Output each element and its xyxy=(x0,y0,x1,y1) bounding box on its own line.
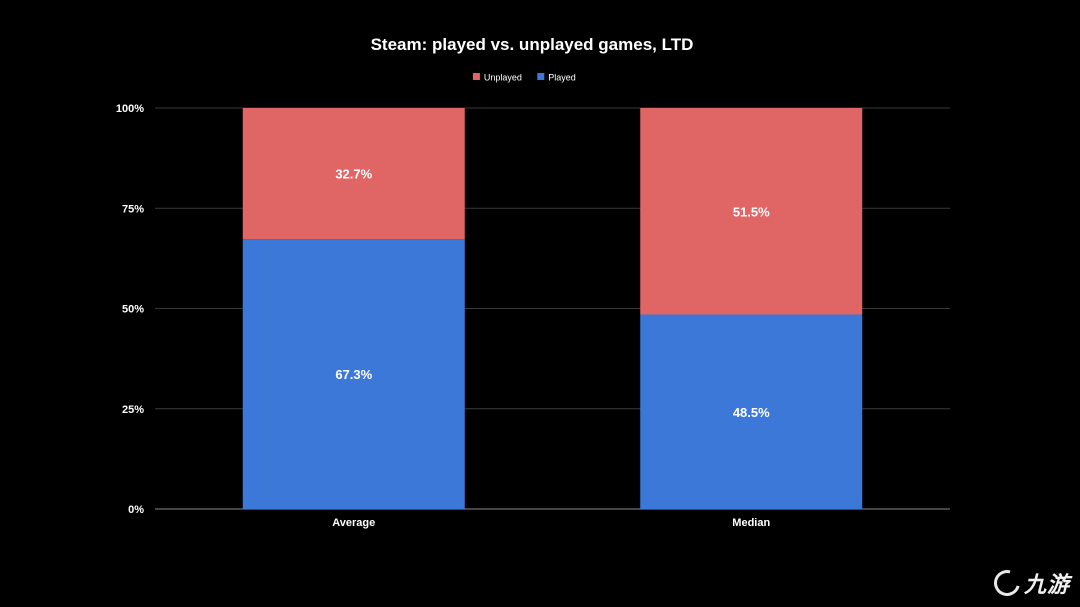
data-label: 48.5% xyxy=(733,405,770,420)
data-label: 67.3% xyxy=(335,367,372,382)
bars: 67.3% 32.7% 48.5% 51.5% xyxy=(242,108,863,509)
data-label: 51.5% xyxy=(733,204,770,219)
y-axis: 0% 25% 50% 75% 100% xyxy=(116,103,144,516)
legend-label-unplayed: Unplayed xyxy=(484,73,522,83)
legend-swatch-played xyxy=(537,73,545,80)
data-label: 32.7% xyxy=(335,167,372,182)
legend-label-played: Played xyxy=(548,73,576,83)
x-category-label: Average xyxy=(332,517,375,529)
x-axis: Average Median xyxy=(332,517,770,529)
bar-played-average xyxy=(242,239,465,509)
legend: Unplayed Played xyxy=(472,73,576,83)
y-tick-label: 75% xyxy=(122,203,144,215)
watermark-text: 九游 xyxy=(1023,573,1070,598)
chart-title: Steam: played vs. unplayed games, LTD xyxy=(371,35,694,54)
watermark-logo-icon xyxy=(989,565,1025,601)
y-tick-label: 25% xyxy=(122,404,144,416)
x-category-label: Median xyxy=(732,517,770,529)
y-tick-label: 50% xyxy=(122,304,144,316)
bar-played-median xyxy=(640,314,863,509)
y-tick-label: 100% xyxy=(116,103,144,115)
bar-unplayed-median xyxy=(640,108,863,315)
legend-swatch-unplayed xyxy=(472,73,480,80)
watermark: 九游 xyxy=(989,565,1070,601)
bar-unplayed-average xyxy=(242,108,465,240)
y-tick-label: 0% xyxy=(128,504,144,516)
